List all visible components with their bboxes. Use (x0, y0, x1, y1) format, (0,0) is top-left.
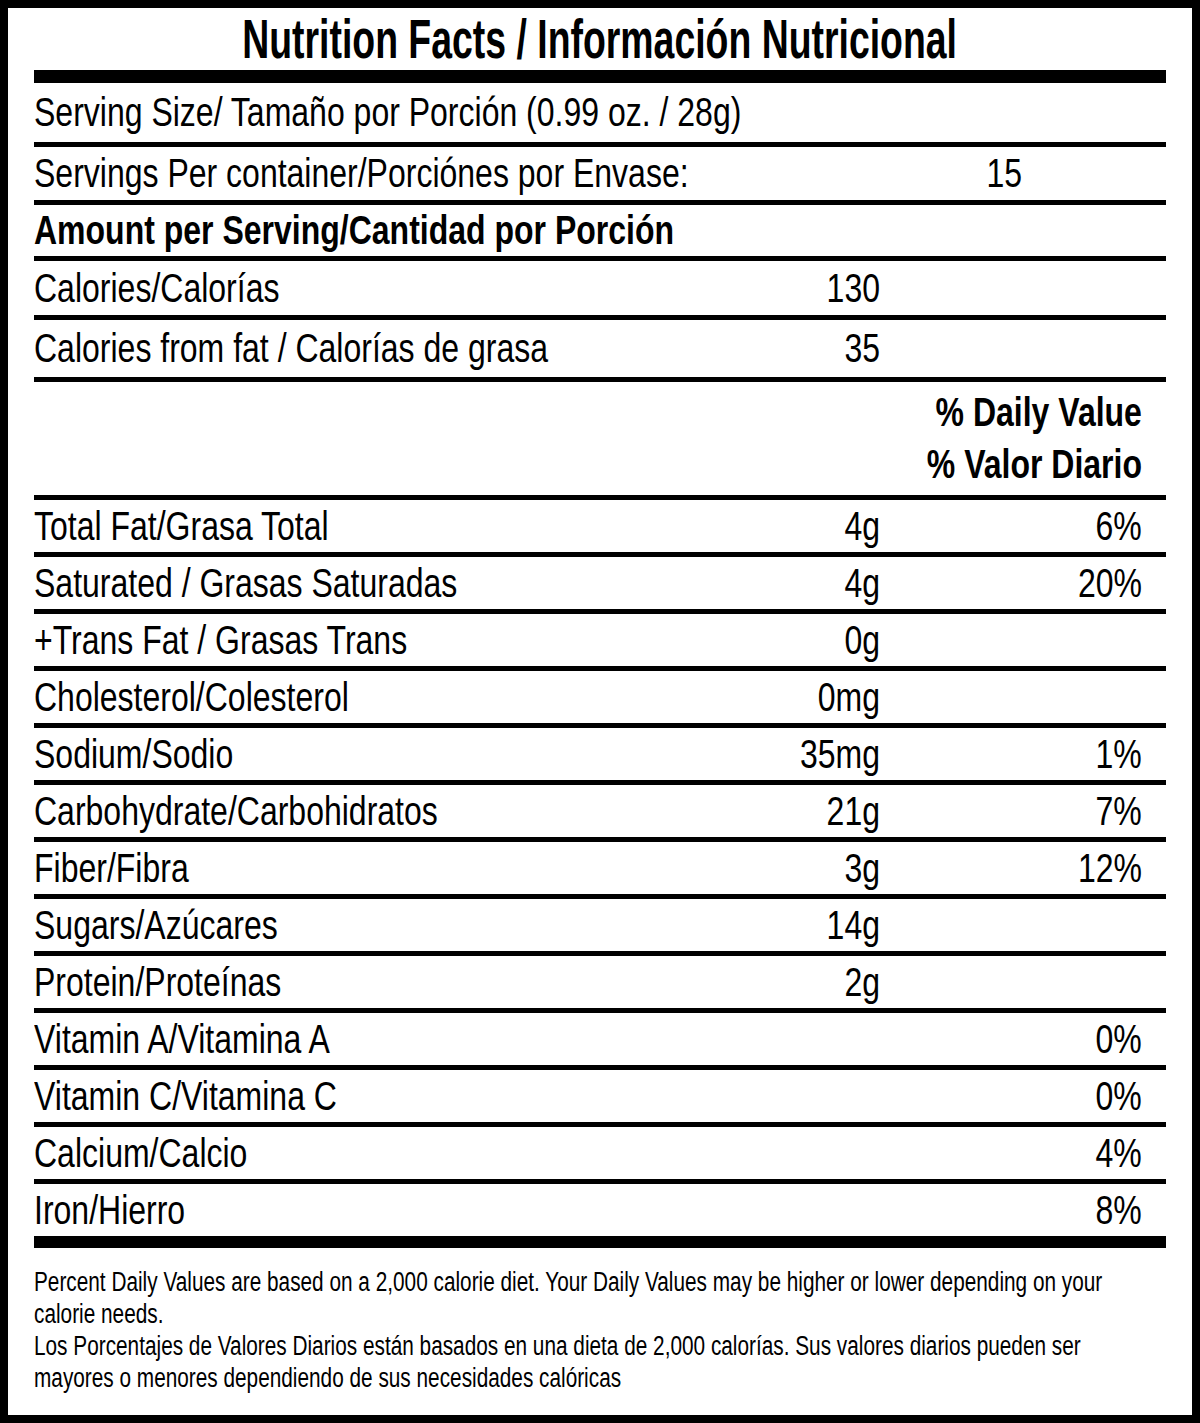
calories-from-fat-value: 35 (744, 326, 880, 371)
nutrient-row-protein: Protein/Proteínas 2g (34, 956, 1166, 1013)
nutrition-facts-label: Nutrition Facts / Información Nutriciona… (0, 0, 1200, 1423)
nutrient-row-trans-fat: +Trans Fat / Grasas Trans 0g (34, 614, 1166, 671)
nutrient-percent: 20% (880, 561, 1166, 606)
nutrient-row-calcium: Calcium/Calcio 4% (34, 1127, 1166, 1184)
nutrient-percent-value: 6% (1096, 504, 1142, 549)
nutrient-percent-value: 0% (1096, 1017, 1142, 1062)
nutrient-percent: 6% (880, 504, 1166, 549)
footnote-en-line2: calorie needs. (34, 1298, 906, 1330)
nutrient-percent: 0% (880, 1074, 1166, 1119)
nutrient-row-carbohydrate: Carbohydrate/Carbohidratos 21g 7% (34, 785, 1166, 842)
calories-label: Calories/Calorías (34, 266, 575, 311)
nutrient-amount: 0g (744, 618, 880, 663)
nutrient-label: Iron/Hierro (34, 1188, 575, 1233)
footnote-divider-bar (34, 1241, 1166, 1248)
nutrient-row-fiber: Fiber/Fibra 3g 12% (34, 842, 1166, 899)
nutrient-percent-value: 4% (1096, 1131, 1142, 1176)
nutrient-label: Sodium/Sodio (34, 732, 575, 777)
servings-per-container-label: Servings Per container/Porciónes por Env… (34, 151, 689, 196)
title-divider-bar (34, 70, 1166, 83)
nutrient-percent-value: 20% (1078, 561, 1142, 606)
nutrient-percent: 12% (880, 846, 1166, 891)
serving-size-row: Serving Size/ Tamaño por Porción (0.99 o… (34, 83, 1166, 147)
nutrient-percent-value: 1% (1096, 732, 1142, 777)
nutrient-label: Saturated / Grasas Saturadas (34, 561, 575, 606)
daily-value-en: % Daily Value (936, 390, 1142, 435)
label-title-row: Nutrition Facts / Información Nutriciona… (34, 8, 1166, 70)
nutrient-amount: 14g (744, 903, 880, 948)
nutrient-label: Vitamin C/Vitamina C (34, 1074, 575, 1119)
nutrient-percent (880, 618, 1166, 663)
nutrient-row-total-fat: Total Fat/Grasa Total 4g 6% (34, 500, 1166, 557)
nutrient-percent: 0% (880, 1017, 1166, 1062)
nutrient-percent-value: 7% (1096, 789, 1142, 834)
nutrient-amount: 4g (744, 561, 880, 606)
calories-from-fat-row: Calories from fat / Calorías de grasa 35 (34, 320, 1166, 382)
calories-from-fat-label: Calories from fat / Calorías de grasa (34, 326, 575, 371)
footnote-es-line1: Los Porcentajes de Valores Diarios están… (34, 1330, 906, 1362)
nutrient-row-cholesterol: Cholesterol/Colesterol 0mg (34, 671, 1166, 728)
nutrient-row-sugars: Sugars/Azúcares 14g (34, 899, 1166, 956)
amount-per-serving-text: Amount per Serving/Cantidad por Porción (34, 208, 940, 253)
nutrient-label: Total Fat/Grasa Total (34, 504, 575, 549)
nutrient-label: Vitamin A/Vitamina A (34, 1017, 575, 1062)
servings-per-container-row: Servings Per container/Porciónes por Env… (34, 147, 1166, 205)
nutrient-row-saturated-fat: Saturated / Grasas Saturadas 4g 20% (34, 557, 1166, 614)
nutrient-percent: 1% (880, 732, 1166, 777)
nutrient-percent-value: 12% (1078, 846, 1142, 891)
nutrient-label: Protein/Proteínas (34, 960, 575, 1005)
nutrient-amount: 3g (744, 846, 880, 891)
nutrient-label: Calcium/Calcio (34, 1131, 575, 1176)
nutrient-row-vitamin-a: Vitamin A/Vitamina A 0% (34, 1013, 1166, 1070)
amount-per-serving-header: Amount per Serving/Cantidad por Porción (34, 205, 1166, 261)
nutrient-row-sodium: Sodium/Sodio 35mg 1% (34, 728, 1166, 785)
serving-size-text: Serving Size/ Tamaño por Porción (0.99 o… (34, 90, 940, 135)
nutrient-percent: 7% (880, 789, 1166, 834)
nutrient-percent: 8% (880, 1188, 1166, 1233)
nutrient-row-iron: Iron/Hierro 8% (34, 1184, 1166, 1241)
nutrient-percent: 4% (880, 1131, 1166, 1176)
calories-value: 130 (744, 266, 880, 311)
nutrient-percent (880, 903, 1166, 948)
nutrient-label: Cholesterol/Colesterol (34, 675, 575, 720)
calories-row: Calories/Calorías 130 (34, 261, 1166, 320)
daily-value-header: % Daily Value % Valor Diario (34, 382, 1166, 500)
nutrient-amount: 0mg (744, 675, 880, 720)
nutrient-amount: 4g (744, 504, 880, 549)
nutrient-label: Fiber/Fibra (34, 846, 575, 891)
label-title: Nutrition Facts / Información Nutriciona… (243, 7, 958, 71)
nutrient-percent (880, 675, 1166, 720)
nutrient-percent (880, 960, 1166, 1005)
nutrient-label: +Trans Fat / Grasas Trans (34, 618, 575, 663)
footnote-en-line1: Percent Daily Values are based on a 2,00… (34, 1266, 906, 1298)
footnote-es-line2: mayores o menores dependiendo de sus nec… (34, 1362, 906, 1394)
nutrient-amount: 21g (744, 789, 880, 834)
nutrient-percent-value: 8% (1096, 1188, 1142, 1233)
nutrient-percent-value: 0% (1096, 1074, 1142, 1119)
nutrient-label: Carbohydrate/Carbohidratos (34, 789, 575, 834)
footnote: Percent Daily Values are based on a 2,00… (34, 1248, 1166, 1415)
nutrient-amount: 2g (744, 960, 880, 1005)
daily-value-es: % Valor Diario (927, 442, 1142, 487)
nutrient-label: Sugars/Azúcares (34, 903, 575, 948)
servings-per-container-value: 15 (886, 151, 1022, 196)
nutrient-row-vitamin-c: Vitamin C/Vitamina C 0% (34, 1070, 1166, 1127)
nutrient-amount: 35mg (744, 732, 880, 777)
